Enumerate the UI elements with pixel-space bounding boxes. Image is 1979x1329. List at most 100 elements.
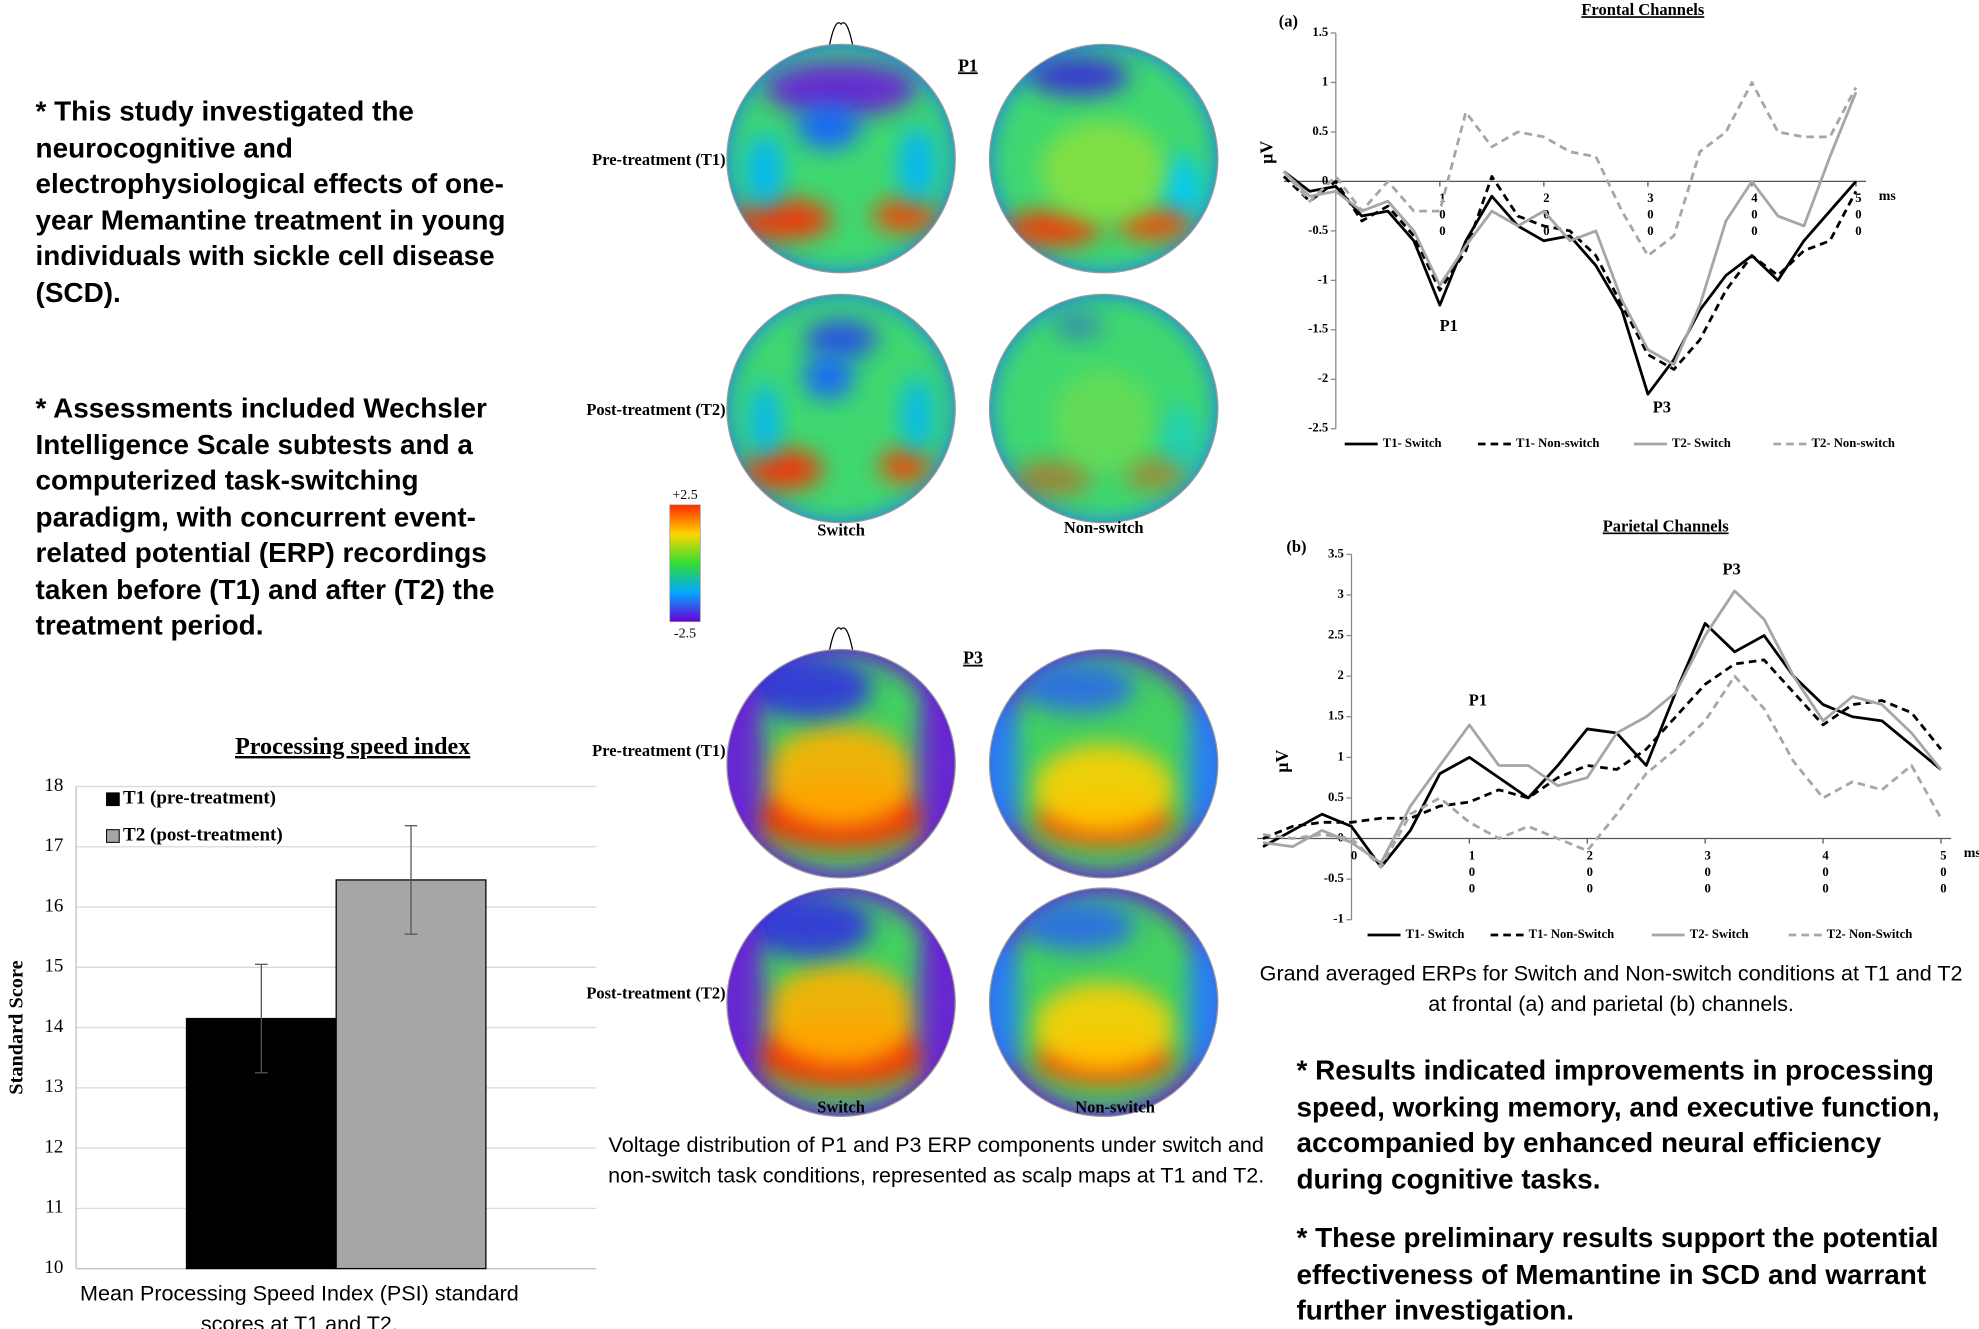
chart-title: Parietal Channels [1603,517,1730,536]
scalp-blob [917,913,956,1091]
y-tick-label: -1.5 [1308,322,1328,336]
colorbar-label: +2.5 [672,488,697,503]
chart-title: Frontal Channels [1581,0,1704,19]
scalp-map [989,294,1218,523]
scalp-map [989,888,1218,1117]
y-tick-label: 17 [44,835,63,856]
component-label: P3 [963,648,983,668]
scalp-blob [1188,926,1218,1079]
panel-label: (b) [1286,537,1306,556]
line-series [1282,91,1858,366]
y-tick-label: 14 [44,1016,64,1037]
scalp-outline [726,293,956,524]
annotation: P1 [1469,690,1487,709]
scalp-blob [989,687,1019,840]
bullet-box: * Results indicated improvements in proc… [1296,1054,1939,1194]
scalp-blob [726,674,765,853]
y-tick-label: -1 [1333,912,1344,926]
row-label: Pre-treatment (T1) [592,741,726,760]
bullet-box: * This study investigated the neurocogni… [35,95,506,308]
y-tick-label: -2 [1318,371,1329,385]
scalp-outline [726,43,956,274]
legend-label: T2- Switch [1690,927,1749,941]
scalp-outline [988,43,1219,274]
scalp-blob [749,383,781,460]
x-tick-label: 0 [1351,848,1357,862]
scalp-blob [879,449,930,483]
panel-label: (a) [1279,12,1298,31]
legend-label: T2 (post-treatment) [123,824,283,845]
row-label: Post-treatment (T2) [586,983,725,1002]
caption-box: Grand averaged ERPs for Switch and Non-s… [1260,962,1963,1016]
scalp-blob [1188,687,1218,840]
y-tick-label: 10 [44,1257,63,1278]
bullet: * Assessments included Wechsler Intellig… [35,392,495,641]
chart-title: Processing speed index [235,734,470,760]
scalp-blob [764,60,918,117]
scalp-map [989,649,1218,878]
component-label: P1 [958,55,978,75]
y-tick-label: 1 [1322,74,1328,88]
legend-label: T2- Switch [1672,436,1731,450]
colorbar-label: -2.5 [674,627,696,642]
scalp-blob [796,104,861,150]
legend-label: T1- Non-switch [1516,436,1599,450]
caption-box: Mean Processing Speed Index (PSI) standa… [80,1281,519,1329]
line-series [1262,622,1942,869]
scalp-blob [1033,744,1174,834]
x-axis-label: ms [1964,846,1979,861]
legend-label: T1 (pre-treatment) [123,788,276,809]
annotation: P3 [1722,560,1740,579]
line-series [1262,589,1943,865]
y-tick-label: 15 [44,956,63,977]
legend-swatch [106,829,120,843]
y-tick-label: 2.5 [1328,627,1344,641]
caption: Voltage distribution of P1 and P3 ERP co… [608,1132,1265,1187]
scalp-map [726,44,956,273]
scalp-blob [1123,459,1185,490]
scalp-blob [1040,120,1168,223]
line-series [1282,175,1858,371]
scalp-blob [1021,900,1136,952]
legend-label: T1- Switch [1406,927,1465,941]
scalp-blob [917,674,956,853]
nose [827,22,855,51]
column-label: Non-switch [1075,1098,1155,1117]
row-label: Pre-treatment (T1) [592,150,726,169]
legend-label: T2- Non-Switch [1827,927,1913,941]
scalp-blob [745,449,823,490]
scalp-blob [898,126,937,203]
bullet: * This study investigated the neurocogni… [35,95,506,308]
scalp-blob [764,725,918,828]
scalp-blob [989,926,1019,1079]
scalp-blob [745,133,784,210]
bullet: * These preliminary results support the … [1296,1221,1939,1326]
scalp-outline [988,293,1219,524]
scalp-map [989,44,1218,273]
y-tick-label: -2.5 [1308,421,1328,435]
legend-swatch [106,792,120,807]
y-tick-label: 1.5 [1328,709,1344,723]
y-tick-label: 1 [1338,749,1344,763]
scalp-blob [872,199,937,233]
y-tick-label: 11 [45,1197,63,1218]
y-axis-label: μV [1272,750,1292,773]
legend-label: T1- Switch [1383,436,1442,450]
y-tick-label: -1 [1318,272,1329,286]
bullet-box: * These preliminary results support the … [1296,1221,1939,1326]
scalp-blob [804,319,878,359]
scalp-outline [726,887,956,1118]
caption-box: Voltage distribution of P1 and P3 ERP co… [608,1132,1265,1187]
scalp-blob [803,353,854,400]
line-series [1262,674,1943,869]
scalp-blob [735,199,833,240]
scalp-blob [901,376,933,453]
y-tick-label: 2 [1338,668,1344,682]
